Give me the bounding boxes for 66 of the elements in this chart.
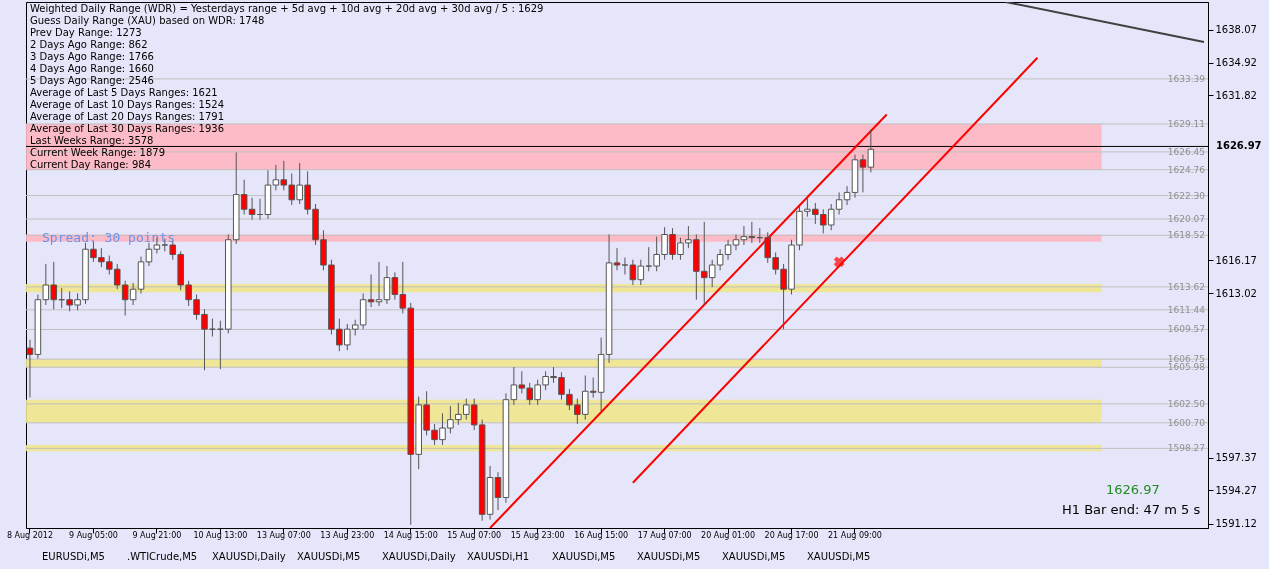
x-tick-label: 16 Aug 15:00 — [574, 530, 629, 540]
annotation: 2 Days Ago Range: 862 — [30, 39, 148, 50]
ref-line-label: 1605.98 — [1167, 362, 1206, 373]
annotation: Spread: 30 points — [42, 229, 176, 245]
x-tick-label: 9 Aug 05:00 — [69, 530, 118, 540]
annotation: Current Week Range: 1879 — [30, 147, 166, 158]
annotation: Prev Day Range: 1273 — [30, 27, 142, 38]
ref-line-label: 1620.07 — [1167, 214, 1205, 225]
y-tick-label: 1634.92 — [1215, 57, 1257, 69]
annotation: 5 Days Ago Range: 2546 — [30, 75, 154, 86]
ref-line-label: 1618.52 — [1167, 230, 1205, 241]
x-tick-label: 15 Aug 07:00 — [447, 530, 502, 540]
x-tick-label: 8 Aug 2012 — [6, 530, 54, 540]
x-tick-label: 20 Aug 01:00 — [701, 530, 756, 540]
ref-line-label: 1626.97 — [1216, 140, 1262, 152]
y-tick-label: 1638.07 — [1215, 24, 1257, 36]
y-tick-label: 1631.82 — [1215, 89, 1257, 101]
text: XAUUSDi,M5 — [552, 551, 616, 562]
ref-line-label: 1626.45 — [1167, 146, 1205, 157]
ref-line-label: 1600.70 — [1167, 417, 1206, 428]
candlestick — [613, 247, 621, 271]
annotation: 4 Days Ago Range: 1660 — [30, 63, 154, 74]
x-tick-label: 20 Aug 17:00 — [764, 530, 819, 540]
text: XAUUSDi,M5 — [722, 551, 786, 562]
ref-line-label: 1633.39 — [1167, 73, 1206, 84]
x-tick-label: 10 Aug 13:00 — [193, 530, 248, 540]
chart-title: Weighted Daily Range (WDR) = Yesterdays range + 5d avg + 10d avg + 20d avg + 30d avg / 5 : 1629 — [30, 3, 544, 14]
annotation: Guess Daily Range (XAU) based on WDR: 1748 — [30, 15, 265, 26]
text: XAUUSDi,M5 — [637, 551, 701, 562]
y-tick-label: 1597.37 — [1215, 452, 1257, 464]
text: XAUUSDi,Daily — [212, 551, 286, 562]
y-tick-label: 1594.27 — [1215, 484, 1257, 496]
annotation: Current Day Range: 984 — [30, 159, 151, 170]
text: XAUUSDi,H1 — [467, 551, 530, 562]
y-tick-label: 1591.12 — [1215, 518, 1257, 530]
annotation: 3 Days Ago Range: 1766 — [30, 51, 154, 62]
x-tick-label: 9 Aug 21:00 — [132, 530, 182, 540]
ref-line-label: 1611.44 — [1167, 304, 1206, 315]
ref-line-label: 1606.75 — [1167, 354, 1205, 365]
annotation: 1626.97 — [1106, 482, 1160, 497]
annotation: Average of Last 20 Days Ranges: 1791 — [30, 111, 225, 122]
annotation: Average of Last 5 Days Ranges: 1621 — [30, 87, 218, 98]
ref-line-label: 1602.50 — [1167, 398, 1206, 409]
ref-line-label: 1598.27 — [1167, 443, 1205, 454]
x-tick-label: 13 Aug 23:00 — [320, 530, 375, 540]
ref-line-label: 1629.11 — [1167, 118, 1205, 129]
text: XAUUSDi,Daily — [382, 551, 456, 562]
y-tick-label: 1616.17 — [1215, 254, 1257, 266]
annotation: Average of Last 30 Days Ranges: 1936 — [30, 123, 225, 134]
ref-line-label: 1613.62 — [1167, 281, 1205, 292]
text: EURUSDi,M5 — [42, 551, 105, 562]
x-tick-label: 13 Aug 07:00 — [256, 530, 311, 540]
annotation: Average of Last 10 Days Ranges: 1524 — [30, 99, 225, 110]
x-tick-label: 15 Aug 23:00 — [510, 530, 565, 540]
annotation: Last Weeks Range: 3578 — [30, 135, 154, 146]
x-tick-label: 14 Aug 15:00 — [383, 530, 438, 540]
text: XAUUSDi,M5 — [807, 551, 871, 562]
ref-line-label: 1609.57 — [1167, 324, 1205, 335]
x-tick-label: 21 Aug 09:00 — [828, 530, 882, 540]
text: XAUUSDi,M5 — [297, 551, 361, 562]
text: .WTICrude,M5 — [127, 551, 198, 562]
x-tick-label: 17 Aug 07:00 — [637, 530, 692, 540]
y-tick-label: 1613.02 — [1215, 287, 1257, 299]
ref-line-label: 1622.30 — [1167, 190, 1206, 201]
ref-line-label: 1624.76 — [1167, 164, 1206, 175]
annotation: H1 Bar end: 47 m 5 s — [1062, 502, 1201, 517]
